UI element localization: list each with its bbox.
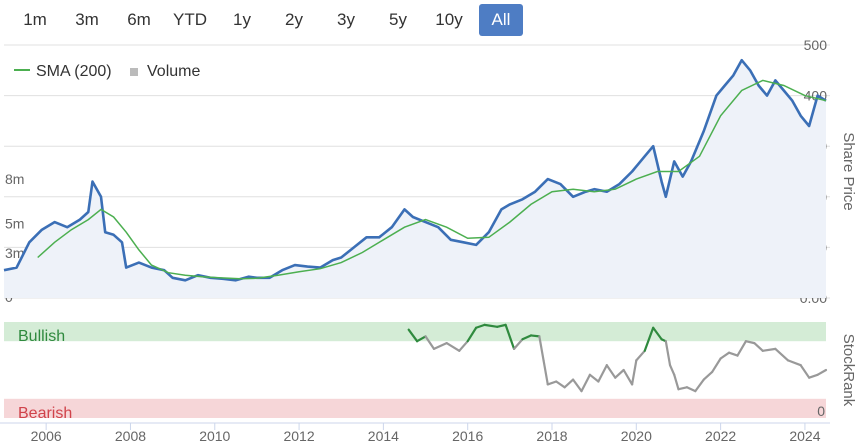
stockrank-line-segment xyxy=(597,364,608,383)
x-tick-label: 2010 xyxy=(199,428,230,444)
bearish-band-label: Bearish xyxy=(18,405,72,422)
stockrank-line-segment xyxy=(538,335,545,362)
stockrank-line-segment xyxy=(458,340,469,352)
range-button-1y[interactable]: 1y xyxy=(233,10,251,29)
stockrank-axis-title: StockRank xyxy=(840,334,857,407)
stockrank-line-segment xyxy=(808,373,819,379)
range-button-6m[interactable]: 6m xyxy=(127,10,151,29)
stockrank-line-segment xyxy=(614,368,625,379)
stockrank-line-segment xyxy=(546,380,558,386)
stockrank-line-segment xyxy=(744,340,756,345)
stockrank-line-segment xyxy=(673,373,680,391)
stockrank-line-segment xyxy=(424,335,436,350)
x-tick-label: 2018 xyxy=(536,428,567,444)
range-button-10y[interactable]: 10y xyxy=(435,10,463,29)
stockrank-line-segment xyxy=(416,335,427,343)
range-button-3y[interactable]: 3y xyxy=(337,10,355,29)
legend-volume-label: Volume xyxy=(147,63,200,80)
stockrank-line-segment xyxy=(580,373,592,393)
x-tick-label: 2006 xyxy=(31,428,62,444)
x-tick-label: 2014 xyxy=(368,428,399,444)
range-button-ytd[interactable]: YTD xyxy=(173,10,207,29)
stockrank-line-segment xyxy=(685,386,697,393)
stockrank-line-segment xyxy=(727,351,739,357)
stockrank-line-segment xyxy=(512,338,524,350)
x-tick-label: 2012 xyxy=(283,428,314,444)
volume-tick-label: 3m xyxy=(5,245,24,261)
stockrank-line-segment xyxy=(719,351,731,360)
legend: SMA (200) Volume xyxy=(14,63,200,80)
stockrank-line-segment xyxy=(542,359,549,386)
range-button-2y[interactable]: 2y xyxy=(285,10,303,29)
stockrank-line-segment xyxy=(622,368,634,386)
legend-sma-label: SMA (200) xyxy=(36,63,112,80)
stockrank-line-segment xyxy=(445,342,461,352)
stockrank-line-segment xyxy=(407,328,419,343)
stockrank-line-segment xyxy=(496,323,507,328)
stockrank-line-segment xyxy=(483,323,499,328)
price-area xyxy=(4,60,826,299)
stockrank-line-segment xyxy=(563,378,575,389)
stockrank-line-segment xyxy=(774,347,790,362)
stockrank-line-segment xyxy=(664,340,672,367)
stockrank-line-segment xyxy=(643,326,655,352)
stockrank-line-segment xyxy=(816,368,828,376)
stockrank-line-segment xyxy=(475,323,486,329)
stockrank-line-segment xyxy=(786,359,802,367)
stockrank-line-segment xyxy=(635,349,646,362)
stockrank-line-segment xyxy=(761,347,777,352)
stockrank-tick-label: 0 xyxy=(817,403,825,419)
range-button-all[interactable]: All xyxy=(479,4,523,36)
stockrank-line-segment xyxy=(521,334,533,341)
x-tick-label: 2016 xyxy=(452,428,483,444)
stockrank-line-segment xyxy=(432,342,448,350)
bullish-band xyxy=(4,322,826,342)
stockrank-line-segment xyxy=(529,334,541,338)
stockrank-line-segment xyxy=(668,364,676,376)
stockrank-line-segment xyxy=(571,378,583,393)
stockrank-line-segment xyxy=(711,357,722,374)
stockrank-line-segment xyxy=(630,359,638,386)
x-tick-label: 2008 xyxy=(115,428,146,444)
share-price-axis-title: Share Price xyxy=(840,132,857,210)
stockrank-line-segment xyxy=(677,386,688,391)
stockrank-line-segment xyxy=(753,342,764,352)
bearish-band xyxy=(4,398,826,418)
range-button-3m[interactable]: 3m xyxy=(75,10,99,29)
series-sma-200-line xyxy=(37,79,827,280)
volume-tick-label: 5m xyxy=(5,215,24,231)
bullish-band-label: Bullish xyxy=(18,328,65,345)
stockrank-line-segment xyxy=(736,340,748,357)
range-button-1m[interactable]: 1m xyxy=(23,10,47,29)
series-share-price-line xyxy=(3,58,827,282)
stockrank-panel: Bullish Bearish 0 StockRank xyxy=(4,322,857,422)
range-button-5y[interactable]: 5y xyxy=(389,10,407,29)
stockrank-line-segment xyxy=(652,326,663,341)
stockrank-line-segment xyxy=(799,364,811,379)
x-axis: 2006 2008 2010 2012 2014 2016 2018 2020 2022 2024 xyxy=(0,422,830,444)
stockrank-line-segment xyxy=(504,323,516,350)
x-tick-label: 2022 xyxy=(705,428,736,444)
stockrank-line-segment xyxy=(702,370,714,381)
x-tick-label: 2020 xyxy=(621,428,652,444)
x-tick-label: 2024 xyxy=(789,428,820,444)
stockrank-line-segment xyxy=(588,373,600,383)
volume-tick-label: 8m xyxy=(5,171,24,187)
stockrank-line-segment xyxy=(694,378,705,393)
stockrank-line-segment xyxy=(555,380,566,389)
stockrank-line-segment xyxy=(466,326,478,343)
price-tick-label: 500 xyxy=(804,37,828,53)
stockrank-line-segment xyxy=(605,364,617,379)
legend-volume-swatch xyxy=(130,68,138,76)
price-panel: 0.0010020030040050003m5m8mShare Price xyxy=(3,37,857,306)
